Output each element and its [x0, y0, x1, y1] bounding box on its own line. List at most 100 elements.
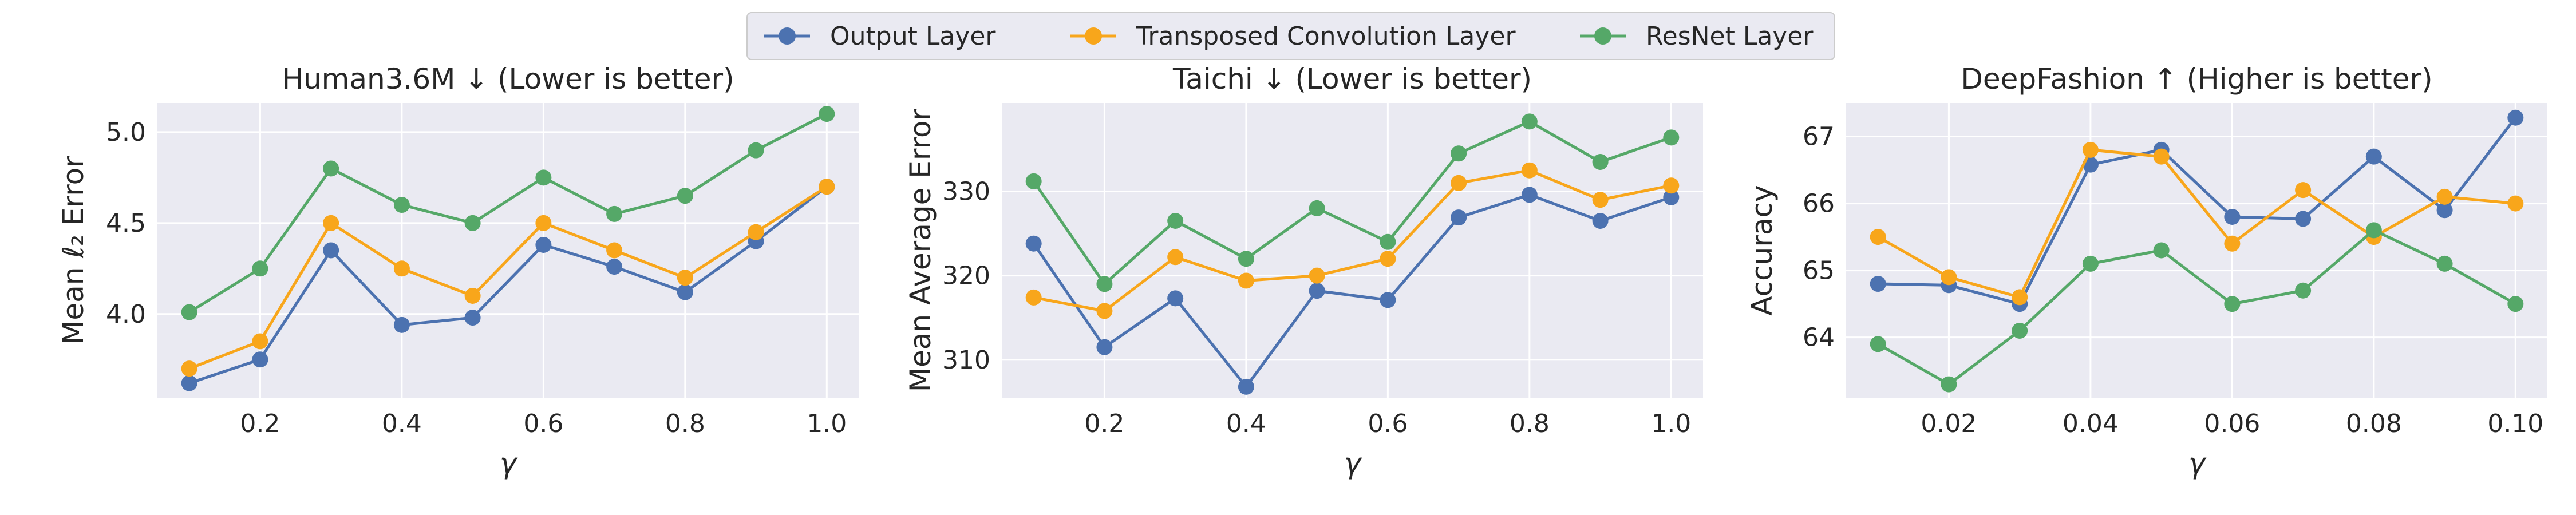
- legend-marker-0: [779, 27, 796, 45]
- series-line-2: [188, 112, 828, 314]
- x-axis-label: γ: [2188, 447, 2207, 480]
- legend-label-0: Output Layer: [830, 22, 996, 51]
- chart-panel-0: 0.2 0.4 0.6 0.8 1.0 4.0 4.5 5.0 Human3.6M ↓ (Low…: [57, 62, 859, 480]
- chart-title: Human3.6M ↓ (Lower is better): [282, 62, 734, 96]
- data-point: [677, 270, 693, 286]
- x-tick-label: 0.10: [2487, 409, 2543, 438]
- data-point: [393, 197, 410, 213]
- data-point: [181, 375, 197, 391]
- data-point: [252, 351, 268, 368]
- data-point: [748, 224, 764, 240]
- y-tick-label: 67: [1803, 122, 1835, 152]
- data-point: [1025, 289, 1042, 306]
- series-line-0: [1032, 193, 1672, 389]
- data-point: [606, 242, 623, 259]
- x-tick-label: 0.8: [665, 409, 705, 438]
- x-tick-label: 1.0: [1651, 409, 1691, 438]
- data-point: [1238, 251, 1254, 267]
- y-axis-label: Mean Average Error: [904, 108, 937, 392]
- data-point: [606, 259, 623, 275]
- data-point: [2295, 211, 2312, 227]
- data-point: [535, 169, 552, 186]
- y-tick-label: 65: [1803, 256, 1835, 286]
- chart-title: Taichi ↓ (Lower is better): [1172, 62, 1532, 96]
- series-line-1: [1877, 148, 2516, 299]
- data-point: [252, 260, 268, 277]
- data-point: [464, 287, 481, 304]
- data-point: [535, 236, 552, 253]
- x-tick-label: 0.8: [1510, 409, 1550, 438]
- data-point: [1451, 175, 1467, 191]
- series-line-0: [1878, 117, 2517, 306]
- series-line-2: [1877, 228, 2516, 386]
- data-point: [2224, 296, 2241, 312]
- data-point: [1870, 336, 1886, 352]
- data-point: [2153, 148, 2170, 165]
- x-tick-label: 0.02: [1921, 409, 1977, 438]
- data-point: [1309, 283, 1325, 299]
- x-tick-label: 1.0: [807, 409, 847, 438]
- y-axis-label: Accuracy: [1745, 185, 1779, 315]
- data-point: [2436, 255, 2453, 272]
- data-point: [2507, 109, 2524, 126]
- data-point: [2153, 242, 2170, 259]
- data-point: [1380, 251, 1396, 267]
- data-point: [464, 310, 481, 326]
- data-point: [2507, 195, 2524, 212]
- data-point: [1592, 213, 1609, 229]
- data-point: [677, 188, 693, 204]
- data-point: [1451, 145, 1467, 162]
- chart-panel-2: 0.02 0.04 0.06 0.08 0.10 64 65 66 67 DeepFashion …: [1745, 62, 2547, 480]
- data-point: [2012, 322, 2028, 339]
- data-point: [1521, 162, 1538, 179]
- data-point: [2224, 235, 2241, 252]
- data-point: [2436, 188, 2453, 205]
- series-line-1: [188, 185, 828, 370]
- data-point: [1096, 276, 1113, 292]
- data-point: [1941, 269, 1957, 286]
- data-point: [323, 215, 339, 231]
- data-point: [181, 304, 197, 320]
- legend-marker-1: [1085, 27, 1102, 45]
- data-point: [1521, 113, 1538, 130]
- plot-area: [1846, 103, 2547, 398]
- data-point: [1451, 209, 1467, 226]
- data-point: [1096, 339, 1113, 355]
- data-point: [677, 284, 693, 300]
- data-point: [1380, 233, 1396, 250]
- data-point: [1309, 200, 1325, 216]
- legend-label-1: Transposed Convolution Layer: [1136, 22, 1516, 51]
- series-line-1: [1033, 169, 1672, 312]
- data-point: [1592, 192, 1609, 208]
- y-tick-label: 4.5: [106, 209, 146, 238]
- data-point: [1096, 303, 1113, 319]
- data-point: [1870, 229, 1886, 245]
- data-point: [1025, 173, 1042, 189]
- data-point: [606, 205, 623, 222]
- x-tick-label: 0.08: [2346, 409, 2402, 438]
- data-point: [535, 215, 552, 231]
- data-point: [2436, 202, 2453, 219]
- plot-area: [1002, 103, 1703, 398]
- data-point: [1238, 272, 1254, 289]
- data-point: [2365, 222, 2382, 239]
- data-point: [181, 360, 197, 377]
- data-point: [393, 260, 410, 277]
- x-axis-label: γ: [500, 447, 518, 480]
- data-point: [2082, 255, 2099, 272]
- legend-label-2: ResNet Layer: [1646, 22, 1814, 51]
- data-point: [1663, 129, 1680, 146]
- data-point: [1941, 376, 1957, 393]
- y-tick-label: 4.0: [106, 300, 146, 329]
- legend-marker-2: [1594, 27, 1611, 45]
- data-point: [819, 179, 835, 195]
- x-tick-label: 0.2: [1084, 409, 1124, 438]
- data-point: [2365, 148, 2382, 165]
- data-point: [1167, 290, 1184, 307]
- legend: Output Layer Transposed Convolution Layer…: [746, 12, 1835, 60]
- y-tick-label: 320: [942, 262, 990, 291]
- x-tick-label: 0.2: [240, 409, 280, 438]
- data-point: [819, 106, 835, 122]
- legend-frame: [746, 12, 1835, 60]
